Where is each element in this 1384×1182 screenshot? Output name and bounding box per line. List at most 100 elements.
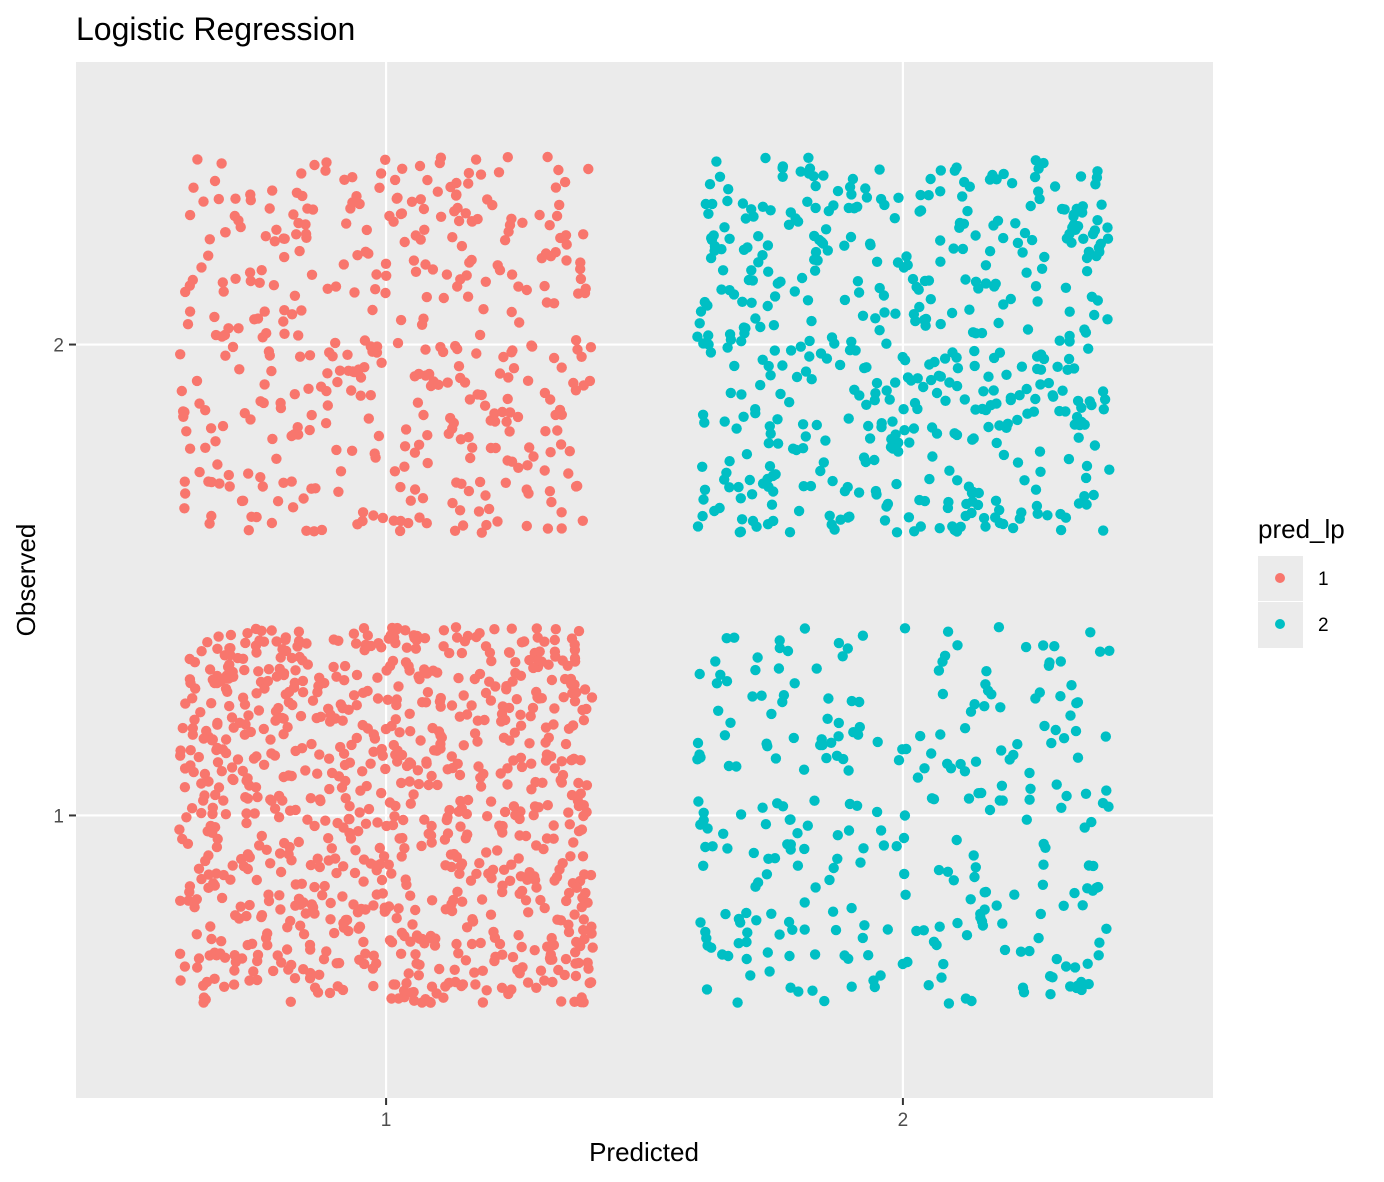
point-pred1-obs1: [213, 631, 224, 642]
point-pred2-obs2: [784, 527, 796, 538]
point-pred1-obs2: [359, 362, 370, 373]
point-pred1-obs1: [196, 778, 207, 789]
y-axis: 1 2: [53, 336, 76, 827]
point-pred1-obs1: [252, 949, 264, 961]
point-pred1-obs1: [251, 874, 262, 886]
point-pred1-obs2: [188, 182, 199, 193]
point-pred1-obs1: [446, 700, 458, 711]
point-pred1-obs2: [556, 507, 567, 518]
point-pred2-obs2: [737, 198, 749, 209]
point-pred1-obs1: [216, 766, 227, 777]
point-pred2-obs1: [1079, 822, 1090, 833]
point-pred2-obs2: [792, 216, 804, 227]
point-pred1-obs1: [349, 867, 361, 879]
point-pred2-obs2: [1054, 335, 1065, 346]
point-pred1-obs2: [420, 344, 431, 355]
point-pred1-obs1: [266, 748, 277, 759]
point-pred1-obs1: [581, 780, 593, 791]
point-pred1-obs1: [200, 855, 211, 867]
point-pred1-obs2: [355, 372, 367, 383]
point-pred1-obs2: [181, 426, 192, 437]
point-pred1-obs1: [239, 699, 251, 710]
point-pred1-obs1: [520, 830, 532, 842]
point-pred1-obs1: [569, 696, 581, 707]
point-pred2-obs2: [871, 256, 883, 267]
point-pred1-obs1: [292, 641, 303, 652]
point-pred1-obs2: [335, 466, 347, 477]
point-pred1-obs1: [454, 769, 466, 781]
point-pred2-obs2: [703, 330, 714, 341]
point-pred2-obs2: [800, 431, 811, 442]
point-pred1-obs1: [524, 738, 535, 749]
point-pred1-obs1: [371, 958, 382, 969]
point-pred2-obs2: [822, 245, 833, 256]
point-pred2-obs1: [1021, 814, 1032, 825]
point-pred1-obs2: [260, 231, 271, 242]
point-pred1-obs1: [395, 948, 407, 959]
point-pred1-obs1: [184, 653, 195, 665]
point-pred2-obs2: [829, 338, 840, 349]
point-pred1-obs1: [581, 703, 592, 715]
point-pred2-obs2: [692, 331, 703, 342]
point-pred1-obs1: [185, 745, 196, 756]
point-pred1-obs1: [281, 944, 293, 955]
point-pred1-obs2: [521, 284, 532, 296]
point-pred1-obs1: [273, 812, 285, 823]
point-pred2-obs2: [1063, 453, 1075, 465]
point-pred2-obs2: [818, 170, 829, 181]
point-pred2-obs2: [1102, 222, 1113, 233]
point-pred2-obs2: [988, 385, 999, 396]
point-pred2-obs1: [1017, 982, 1029, 993]
point-pred1-obs2: [524, 442, 535, 453]
point-pred1-obs1: [446, 751, 457, 762]
point-pred1-obs1: [432, 779, 443, 791]
point-pred1-obs2: [234, 364, 245, 375]
point-pred1-obs1: [330, 853, 341, 864]
point-pred1-obs2: [357, 515, 368, 527]
point-pred2-obs1: [970, 862, 981, 873]
point-pred1-obs1: [582, 957, 593, 968]
point-pred1-obs1: [401, 978, 412, 989]
point-pred1-obs2: [384, 210, 395, 222]
point-pred2-obs1: [733, 938, 744, 949]
point-pred2-obs1: [766, 908, 777, 919]
point-pred2-obs1: [1088, 860, 1099, 872]
point-pred2-obs2: [820, 224, 832, 235]
point-pred2-obs1: [713, 705, 724, 716]
point-pred1-obs1: [393, 903, 404, 914]
point-pred2-obs1: [844, 798, 856, 810]
point-pred1-obs1: [502, 763, 513, 774]
point-pred2-obs2: [777, 161, 789, 172]
point-pred1-obs1: [434, 963, 445, 975]
point-pred1-obs2: [474, 329, 486, 341]
point-pred1-obs1: [403, 660, 414, 672]
point-pred2-obs2: [951, 429, 963, 441]
point-pred1-obs1: [475, 772, 486, 783]
point-pred2-obs1: [863, 950, 874, 961]
point-pred1-obs1: [515, 709, 526, 720]
point-pred1-obs2: [196, 262, 207, 273]
point-pred2-obs2: [935, 318, 946, 330]
point-pred1-obs1: [242, 628, 253, 639]
point-pred2-obs2: [1048, 391, 1059, 402]
point-pred1-obs2: [418, 313, 429, 324]
point-pred2-obs1: [1056, 802, 1067, 813]
point-pred2-obs1: [826, 737, 837, 748]
point-pred1-obs2: [433, 379, 444, 390]
point-pred1-obs1: [224, 700, 235, 712]
point-pred2-obs2: [828, 200, 839, 211]
point-pred1-obs2: [243, 525, 254, 536]
point-pred1-obs1: [325, 914, 336, 925]
point-pred2-obs1: [1024, 794, 1035, 805]
point-pred1-obs1: [252, 974, 263, 986]
point-pred1-obs2: [451, 477, 462, 488]
point-pred1-obs1: [284, 805, 296, 816]
point-pred2-obs2: [1083, 343, 1094, 354]
point-pred1-obs1: [353, 826, 364, 837]
point-pred1-obs1: [486, 655, 497, 667]
point-pred2-obs2: [829, 524, 840, 535]
point-pred2-obs1: [891, 841, 902, 852]
point-pred2-obs1: [1085, 627, 1096, 638]
point-pred1-obs1: [300, 908, 311, 919]
point-pred2-obs1: [952, 917, 963, 929]
